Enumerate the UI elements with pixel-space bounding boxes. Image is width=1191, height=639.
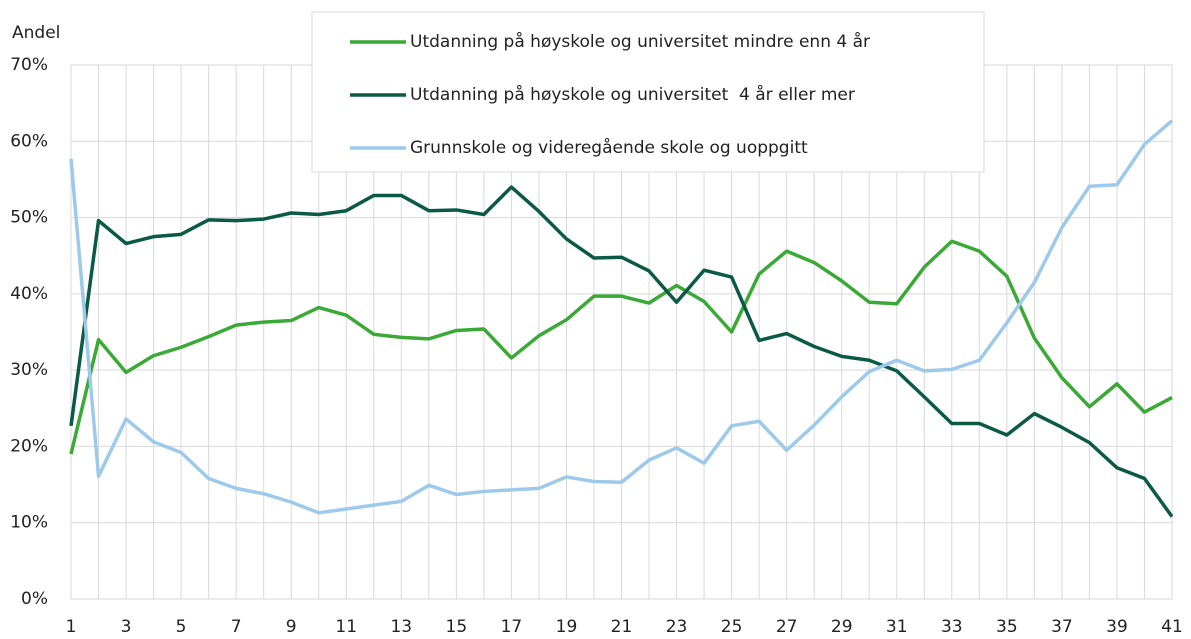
x-tick-label: 33 [941, 617, 963, 637]
series-line [69, 185, 1174, 518]
y-tick-label: 50% [10, 208, 48, 228]
x-tick-label: 5 [176, 617, 187, 637]
y-tick-label: 20% [10, 436, 48, 456]
legend: Utdanning på høyskole og universitet min… [311, 11, 985, 173]
legend-label: Grunnskole og videregående skole og uopp… [410, 137, 808, 158]
x-tick-label: 17 [501, 617, 523, 637]
x-tick-label: 39 [1106, 617, 1128, 637]
y-tick-label: 40% [10, 284, 48, 304]
lines [69, 119, 1174, 518]
y-tick-label: 10% [10, 513, 48, 533]
x-tick-label: 9 [286, 617, 297, 637]
x-tick-label: 35 [996, 617, 1018, 637]
x-tick-label: 41 [1161, 617, 1183, 637]
x-tick-label: 13 [390, 617, 412, 637]
y-tick-label: 0% [21, 589, 48, 609]
series-line [69, 239, 1173, 455]
x-tick-label: 31 [886, 617, 908, 637]
x-tick-label: 27 [776, 617, 798, 637]
x-tick-label: 15 [446, 617, 468, 637]
x-tick-label: 1 [66, 617, 77, 637]
x-tick-label: 19 [556, 617, 578, 637]
y-tick-label: 60% [10, 131, 48, 151]
x-tick-label: 7 [231, 617, 242, 637]
legend-label: Utdanning på høyskole og universitet 4 å… [410, 84, 855, 105]
y-axis-label: Andel [12, 23, 60, 43]
legend-label: Utdanning på høyskole og universitet min… [410, 31, 870, 52]
legend-box [311, 11, 985, 173]
series-line [69, 119, 1174, 515]
x-tick-label: 29 [831, 617, 853, 637]
x-tick-label: 37 [1051, 617, 1073, 637]
x-tick-label: 21 [611, 617, 633, 637]
x-tick-label: 23 [666, 617, 688, 637]
y-tick-label: 30% [10, 360, 48, 380]
y-tick-label: 70% [10, 55, 48, 75]
x-tick-label: 3 [121, 617, 132, 637]
x-tick-label: 25 [721, 617, 743, 637]
x-tick-label: 11 [335, 617, 357, 637]
